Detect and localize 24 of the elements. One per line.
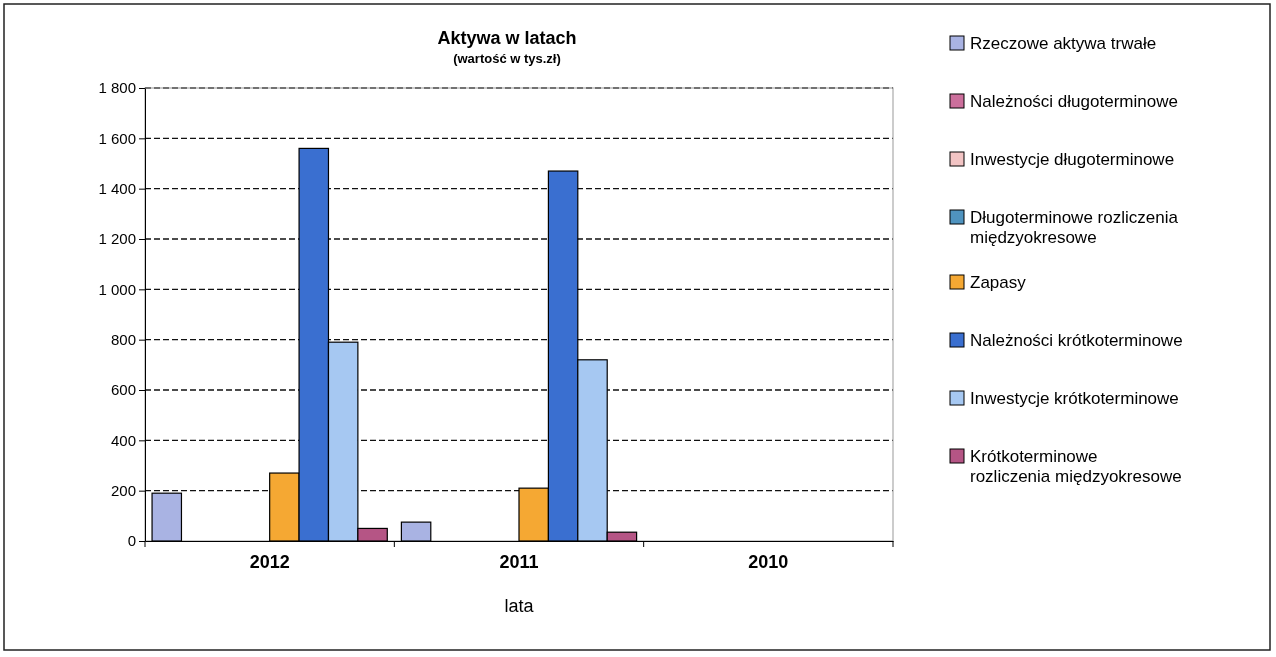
legend-label: Długoterminowe rozliczenia międzyokresowe [970, 208, 1179, 247]
y-tick-label: 200 [110, 481, 136, 499]
y-tick-label: 0 [127, 532, 136, 550]
y-tick-label: 600 [110, 381, 136, 399]
legend-label: Należności krótkoterminowe [970, 331, 1183, 350]
legend-label: Inwestycje długoterminowe [970, 150, 1175, 169]
y-tick-label: 1 200 [98, 230, 136, 248]
chart-title: Aktywa w latach [437, 28, 577, 48]
x-tick-label: 2010 [748, 551, 789, 572]
x-axis-title: lata [504, 596, 535, 616]
y-tick-label: 1 000 [98, 280, 136, 298]
y-tick-label: 1 800 [98, 79, 136, 97]
y-tick-label: 400 [110, 431, 136, 449]
legend-label: Rzeczowe aktywa trwałe [970, 34, 1157, 53]
chart-subtitle: (wartość w tys.zł) [453, 51, 561, 66]
legend-label: Inwestycje krótkoterminowe [970, 389, 1179, 408]
legend-label: Zapasy [970, 273, 1027, 292]
y-tick-label: 800 [110, 330, 136, 348]
x-tick-label: 2011 [499, 551, 539, 572]
y-tick-label: 1 400 [98, 179, 136, 197]
legend-label: Należności długoterminowe [970, 92, 1178, 111]
x-tick-label: 2012 [249, 551, 290, 572]
legend-label: Krótkoterminowe rozliczenia międzyokresowe [970, 447, 1182, 486]
y-tick-label: 1 600 [98, 129, 136, 147]
